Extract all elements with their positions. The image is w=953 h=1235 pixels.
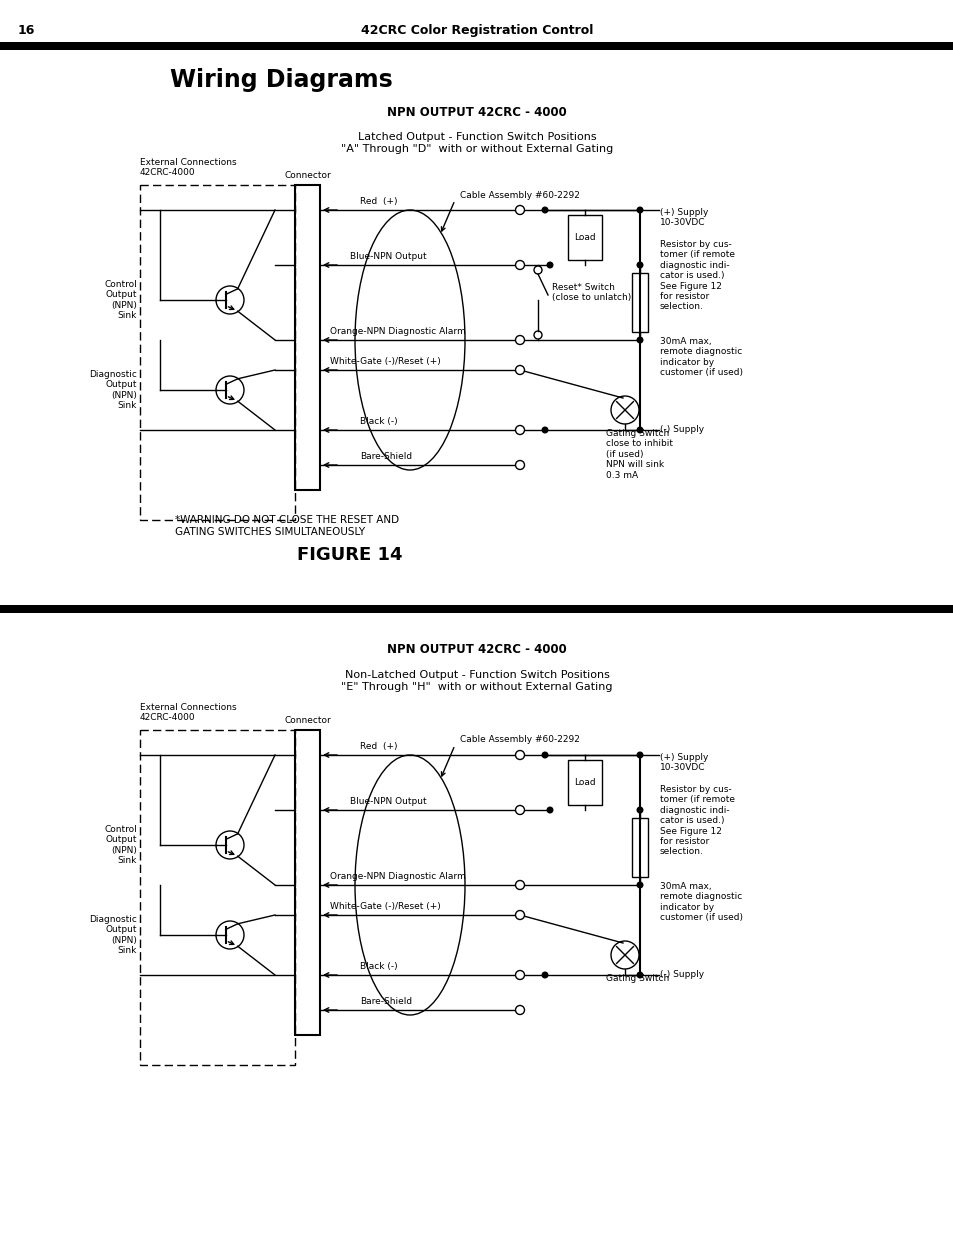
Text: Blue-NPN Output: Blue-NPN Output bbox=[350, 797, 426, 806]
Text: Cable Assembly #60-2292: Cable Assembly #60-2292 bbox=[459, 736, 579, 745]
Circle shape bbox=[515, 751, 524, 760]
Text: Connector: Connector bbox=[284, 716, 331, 725]
Bar bbox=[0, 605, 953, 613]
Circle shape bbox=[515, 336, 524, 345]
Text: Bare-Shield: Bare-Shield bbox=[359, 997, 412, 1007]
Circle shape bbox=[636, 206, 643, 214]
Bar bbox=[631, 818, 647, 877]
Circle shape bbox=[541, 206, 548, 214]
Circle shape bbox=[534, 266, 541, 274]
Text: Diagnostic
Output
(NPN)
Sink: Diagnostic Output (NPN) Sink bbox=[89, 915, 137, 955]
Text: Diagnostic
Output
(NPN)
Sink: Diagnostic Output (NPN) Sink bbox=[89, 370, 137, 410]
Circle shape bbox=[515, 205, 524, 215]
Circle shape bbox=[541, 426, 548, 433]
Circle shape bbox=[636, 426, 643, 433]
Text: White-Gate (-)/Reset (+): White-Gate (-)/Reset (+) bbox=[330, 357, 440, 366]
Text: Black (-): Black (-) bbox=[359, 417, 397, 426]
Text: FIGURE 14: FIGURE 14 bbox=[297, 546, 402, 564]
Circle shape bbox=[546, 262, 553, 268]
Bar bbox=[140, 730, 294, 1065]
Text: Gating Switch: Gating Switch bbox=[605, 974, 669, 983]
Text: 30mA max,
remote diagnostic
indicator by
customer (if used): 30mA max, remote diagnostic indicator by… bbox=[659, 337, 742, 377]
Text: White-Gate (-)/Reset (+): White-Gate (-)/Reset (+) bbox=[330, 902, 440, 911]
Text: (-) Supply: (-) Supply bbox=[659, 971, 703, 979]
Bar bbox=[294, 185, 319, 490]
Text: Black (-): Black (-) bbox=[359, 962, 397, 971]
Circle shape bbox=[636, 262, 643, 268]
Text: *WARNING DO NOT CLOSE THE RESET AND
GATING SWITCHES SIMULTANEOUSLY: *WARNING DO NOT CLOSE THE RESET AND GATI… bbox=[174, 515, 398, 536]
Circle shape bbox=[534, 331, 541, 338]
Text: 30mA max,
remote diagnostic
indicator by
customer (if used): 30mA max, remote diagnostic indicator by… bbox=[659, 882, 742, 923]
Bar bbox=[567, 215, 601, 261]
Circle shape bbox=[541, 752, 548, 758]
Text: Resistor by cus-
tomer (if remote
diagnostic indi-
cator is used.)
See Figure 12: Resistor by cus- tomer (if remote diagno… bbox=[659, 785, 734, 856]
Text: External Connections
42CRC-4000: External Connections 42CRC-4000 bbox=[140, 703, 236, 722]
Text: Control
Output
(NPN)
Sink: Control Output (NPN) Sink bbox=[104, 280, 137, 320]
Circle shape bbox=[515, 881, 524, 889]
Text: Resistor by cus-
tomer (if remote
diagnostic indi-
cator is used.)
See Figure 12: Resistor by cus- tomer (if remote diagno… bbox=[659, 240, 734, 311]
Text: Blue-NPN Output: Blue-NPN Output bbox=[350, 252, 426, 261]
Circle shape bbox=[515, 805, 524, 815]
Circle shape bbox=[636, 882, 643, 888]
Text: (-) Supply: (-) Supply bbox=[659, 426, 703, 435]
Text: Orange-NPN Diagnostic Alarm: Orange-NPN Diagnostic Alarm bbox=[330, 872, 465, 881]
Circle shape bbox=[541, 972, 548, 978]
Circle shape bbox=[515, 1005, 524, 1014]
Circle shape bbox=[515, 910, 524, 920]
Text: External Connections
42CRC-4000: External Connections 42CRC-4000 bbox=[140, 158, 236, 177]
Text: NPN OUTPUT 42CRC - 4000: NPN OUTPUT 42CRC - 4000 bbox=[387, 105, 566, 119]
Circle shape bbox=[515, 461, 524, 469]
Text: Latched Output - Function Switch Positions
"A" Through "D"  with or without Exte: Latched Output - Function Switch Positio… bbox=[340, 132, 613, 153]
Bar bbox=[0, 42, 953, 49]
Text: Load: Load bbox=[574, 778, 596, 787]
Bar bbox=[631, 273, 647, 332]
Text: Non-Latched Output - Function Switch Positions
"E" Through "H"  with or without : Non-Latched Output - Function Switch Pos… bbox=[341, 671, 612, 692]
Text: NPN OUTPUT 42CRC - 4000: NPN OUTPUT 42CRC - 4000 bbox=[387, 643, 566, 657]
Text: 16: 16 bbox=[18, 23, 35, 37]
Circle shape bbox=[636, 972, 643, 978]
Text: (+) Supply
10-30VDC: (+) Supply 10-30VDC bbox=[659, 753, 708, 772]
Circle shape bbox=[636, 752, 643, 758]
Text: Red  (+): Red (+) bbox=[359, 198, 397, 206]
Text: Reset* Switch
(close to unlatch): Reset* Switch (close to unlatch) bbox=[552, 283, 631, 303]
Text: 42CRC Color Registration Control: 42CRC Color Registration Control bbox=[360, 23, 593, 37]
Bar bbox=[140, 185, 294, 520]
Text: Connector: Connector bbox=[284, 170, 331, 180]
Circle shape bbox=[515, 366, 524, 374]
Circle shape bbox=[515, 426, 524, 435]
Text: Bare-Shield: Bare-Shield bbox=[359, 452, 412, 461]
Bar bbox=[294, 730, 319, 1035]
Text: Load: Load bbox=[574, 233, 596, 242]
Bar bbox=[567, 760, 601, 805]
Text: Control
Output
(NPN)
Sink: Control Output (NPN) Sink bbox=[104, 825, 137, 864]
Circle shape bbox=[546, 806, 553, 814]
Text: (+) Supply
10-30VDC: (+) Supply 10-30VDC bbox=[659, 207, 708, 227]
Text: Gating Switch
close to inhibit
(if used)
NPN will sink
0.3 mA: Gating Switch close to inhibit (if used)… bbox=[605, 429, 672, 479]
Text: Red  (+): Red (+) bbox=[359, 742, 397, 751]
Text: Orange-NPN Diagnostic Alarm: Orange-NPN Diagnostic Alarm bbox=[330, 327, 465, 336]
Text: Cable Assembly #60-2292: Cable Assembly #60-2292 bbox=[459, 190, 579, 200]
Circle shape bbox=[515, 971, 524, 979]
Circle shape bbox=[636, 806, 643, 814]
Text: Wiring Diagrams: Wiring Diagrams bbox=[170, 68, 393, 91]
Circle shape bbox=[636, 336, 643, 343]
Circle shape bbox=[515, 261, 524, 269]
